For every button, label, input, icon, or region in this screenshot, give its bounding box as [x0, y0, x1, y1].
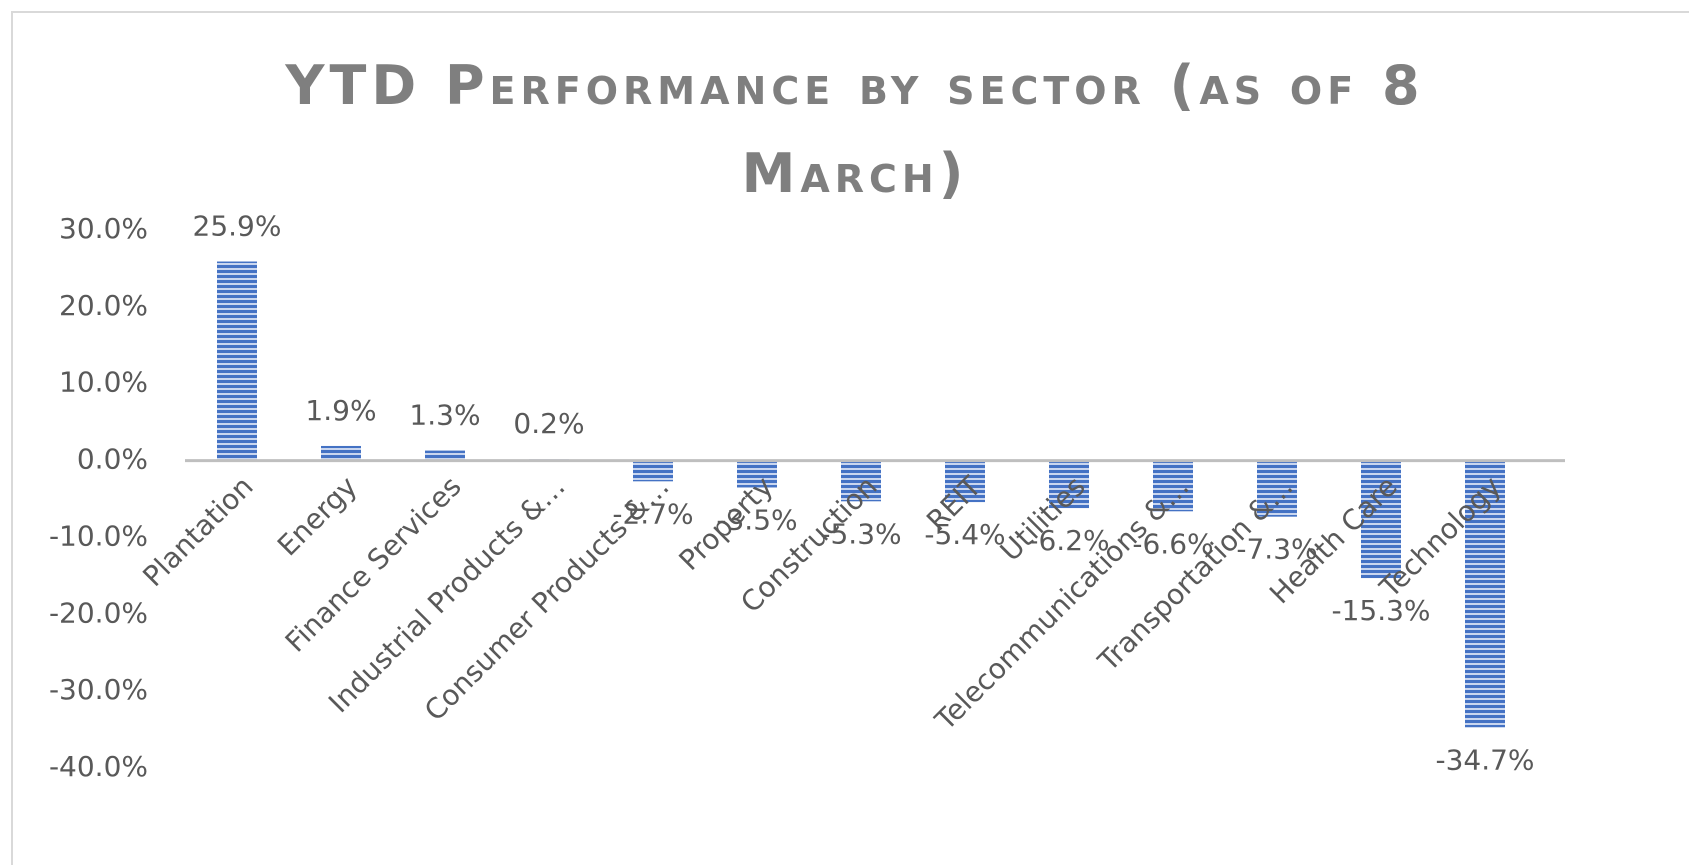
value-label: -6.6%: [1132, 527, 1213, 560]
value-label: -6.2%: [1028, 524, 1109, 557]
y-tick-label: 0.0%: [77, 443, 148, 476]
bar: [217, 261, 257, 461]
bar: [1049, 460, 1089, 509]
bar: [633, 460, 673, 482]
y-tick-label: 20.0%: [59, 289, 148, 322]
x-tick-label: Finance Services: [279, 470, 468, 659]
y-tick-label: -30.0%: [49, 673, 148, 706]
y-tick-label: -40.0%: [49, 750, 148, 783]
value-label: -2.7%: [612, 497, 693, 530]
bar: [841, 460, 881, 502]
y-tick-label: 30.0%: [59, 212, 148, 245]
value-label: 25.9%: [193, 210, 282, 243]
value-label: -7.3%: [1236, 533, 1317, 566]
chart-title: YTD Performance by sector (as of 8 March…: [285, 54, 1425, 205]
value-label: -5.4%: [924, 518, 1005, 551]
y-tick-label: -20.0%: [49, 596, 148, 629]
value-label: 0.2%: [513, 407, 584, 440]
x-tick-label: Transportation &…: [1091, 470, 1300, 679]
x-tick-label: Plantation: [136, 470, 259, 593]
value-label: -34.7%: [1435, 743, 1534, 776]
bar: [1257, 460, 1297, 517]
value-label: 1.9%: [305, 394, 376, 427]
bar: [945, 460, 985, 503]
y-tick-label: -10.0%: [49, 519, 148, 552]
value-label: -5.3%: [820, 517, 901, 550]
value-label: 1.3%: [409, 399, 480, 432]
y-tick-label: 10.0%: [59, 366, 148, 399]
value-label: -3.5%: [716, 503, 797, 536]
x-tick-label: Energy: [271, 470, 364, 563]
bar: [1361, 460, 1401, 579]
bar: [321, 445, 361, 461]
bar: [1465, 460, 1505, 728]
bar: [425, 450, 465, 461]
value-label: -15.3%: [1331, 594, 1430, 627]
bar: [737, 460, 777, 488]
chart-border: [11, 11, 1689, 865]
bar: [1153, 460, 1193, 512]
